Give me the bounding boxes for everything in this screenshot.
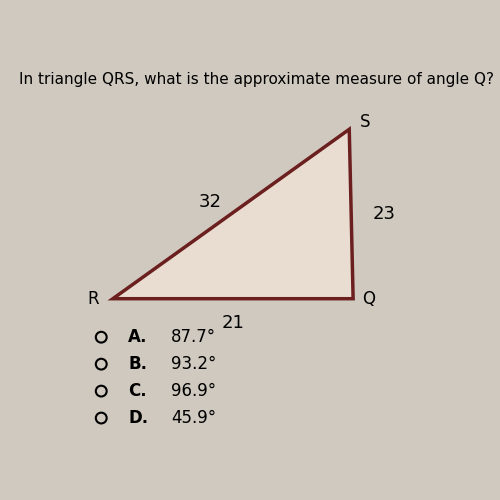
Text: 32: 32 — [198, 194, 221, 212]
Text: S: S — [360, 112, 370, 130]
Text: 21: 21 — [222, 314, 244, 332]
Text: 45.9°: 45.9° — [171, 409, 216, 427]
Text: C.: C. — [128, 382, 147, 400]
Text: 96.9°: 96.9° — [171, 382, 216, 400]
Text: In triangle QRS, what is the approximate measure of angle Q?: In triangle QRS, what is the approximate… — [19, 72, 494, 86]
Text: R: R — [88, 290, 100, 308]
Text: B.: B. — [128, 355, 148, 373]
Polygon shape — [113, 130, 353, 298]
Text: Q: Q — [362, 290, 375, 308]
Text: A.: A. — [128, 328, 148, 346]
Text: D.: D. — [128, 409, 148, 427]
Text: 23: 23 — [372, 205, 396, 223]
Text: 87.7°: 87.7° — [171, 328, 216, 346]
Text: 93.2°: 93.2° — [171, 355, 216, 373]
